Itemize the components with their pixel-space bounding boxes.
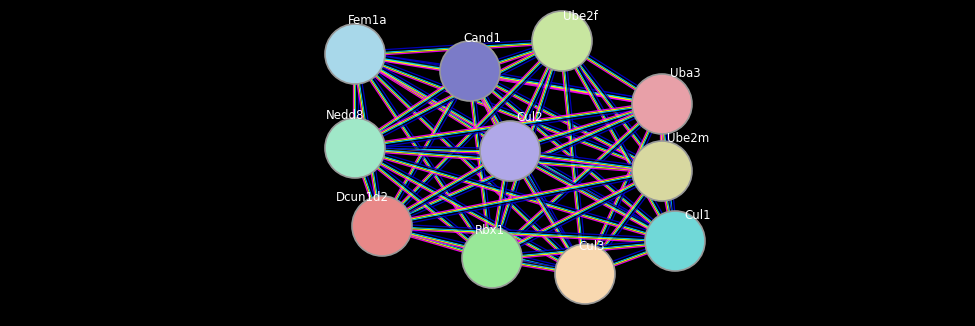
Circle shape xyxy=(532,11,592,71)
Text: Uba3: Uba3 xyxy=(670,67,700,81)
Text: Cul3: Cul3 xyxy=(579,240,605,253)
Circle shape xyxy=(555,244,615,304)
Text: Fem1a: Fem1a xyxy=(348,14,388,27)
Text: Ube2f: Ube2f xyxy=(563,9,598,22)
Circle shape xyxy=(645,211,705,271)
Circle shape xyxy=(325,118,385,178)
Circle shape xyxy=(632,74,692,134)
Circle shape xyxy=(462,228,522,288)
Circle shape xyxy=(632,141,692,201)
Text: Cul2: Cul2 xyxy=(517,111,543,125)
Circle shape xyxy=(352,196,412,256)
Text: Dcun1d2: Dcun1d2 xyxy=(335,191,388,204)
Text: Nedd8: Nedd8 xyxy=(326,110,365,123)
Text: Ube2m: Ube2m xyxy=(667,132,709,145)
Text: Cul1: Cul1 xyxy=(684,210,712,223)
Circle shape xyxy=(440,41,500,101)
Circle shape xyxy=(480,121,540,181)
Text: Rbx1: Rbx1 xyxy=(475,225,505,238)
Text: Cand1: Cand1 xyxy=(463,32,501,45)
Circle shape xyxy=(325,24,385,84)
